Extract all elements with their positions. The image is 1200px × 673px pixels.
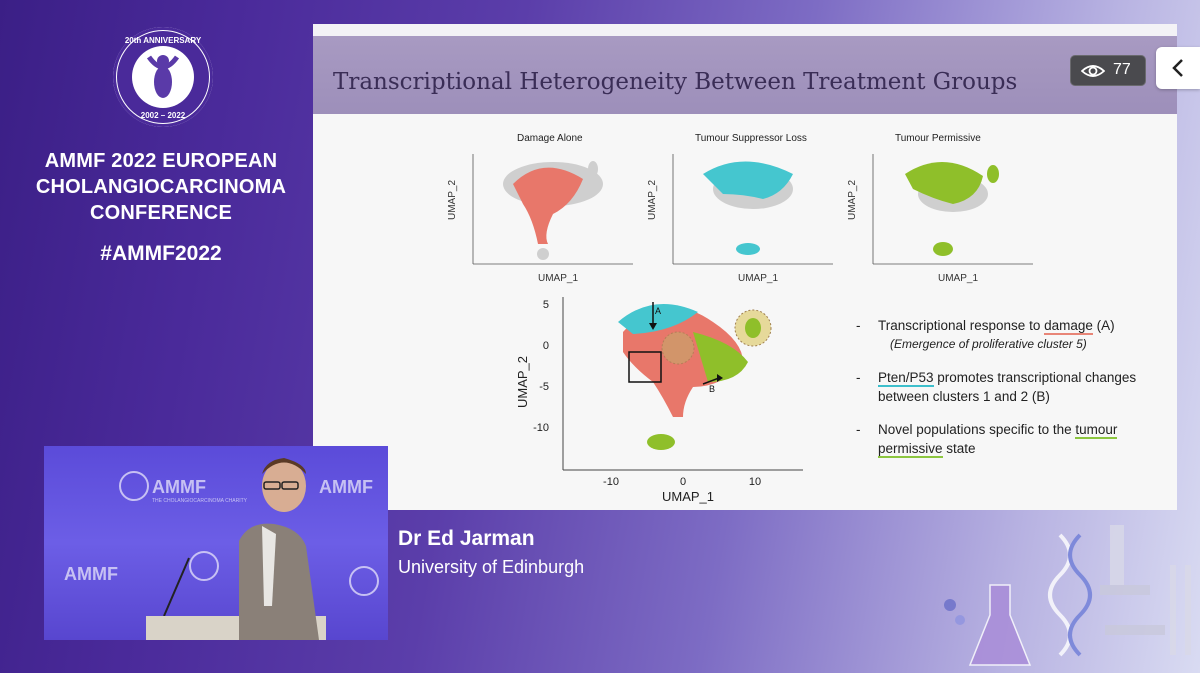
bullet-item: - Transcriptional response to damage (A)…	[856, 316, 1156, 354]
umap-plot-tumour-suppressor-loss: UMAP_2 UMAP_1	[647, 154, 833, 284]
video-logo-text: AMMF	[64, 564, 118, 584]
svg-text:UMAP_1: UMAP_1	[738, 273, 778, 284]
slide-top-band	[313, 24, 1177, 36]
conference-title: AMMF 2022 EUROPEAN CHOLANGIOCARCINOMA CO…	[20, 148, 302, 226]
slide-bullets: - Transcriptional response to damage (A)…	[856, 316, 1156, 472]
conference-title-line: CHOLANGIOCARCINOMA	[35, 176, 287, 198]
y-tick: 5	[543, 299, 549, 311]
video-logo-text: AMMF	[152, 477, 206, 497]
bullet-text: Novel populations specific to the	[878, 422, 1076, 437]
svg-text:UMAP_1: UMAP_1	[538, 273, 578, 284]
panel-title-tumour-permissive: Tumour Permissive	[895, 133, 981, 144]
x-tick: 0	[680, 476, 686, 488]
y-tick: -5	[539, 381, 549, 393]
anniversary-logo-icon: 20th ANNIVERSARY 2002 – 2022	[117, 31, 209, 123]
conference-title-line: AMMF 2022 EUROPEAN	[44, 150, 278, 172]
bullet-text: promotes transcriptional changes between…	[878, 370, 1137, 404]
svg-text:UMAP_2: UMAP_2	[847, 180, 858, 220]
x-tick: 10	[749, 476, 761, 488]
bullet-dash: -	[856, 370, 861, 385]
bullet-subtext: (Emergence of proliferative cluster 5)	[890, 337, 1087, 351]
y-tick: -10	[533, 422, 549, 434]
y-axis-label: UMAP_2	[515, 356, 530, 408]
umap-plot-damage-alone: UMAP_2 UMAP_1	[447, 154, 633, 284]
svg-text:2002 – 2022: 2002 – 2022	[141, 111, 186, 120]
bullet-highlight: Pten/P53	[878, 370, 934, 387]
viewer-count: 77	[1113, 61, 1131, 78]
slide-title: Transcriptional Heterogeneity Between Tr…	[333, 69, 1018, 95]
svg-text:UMAP_2: UMAP_2	[647, 180, 658, 220]
slide-header: Transcriptional Heterogeneity Between Tr…	[313, 36, 1177, 114]
bullet-text: (A)	[1092, 318, 1115, 333]
eye-icon	[1081, 65, 1105, 77]
conference-hashtag: #AMMF2022	[100, 242, 222, 265]
annotation-b: B	[709, 384, 715, 394]
panel-title-damage-alone: Damage Alone	[517, 133, 583, 144]
svg-text:UMAP_1: UMAP_1	[938, 273, 978, 284]
svg-text:UMAP_2: UMAP_2	[447, 180, 458, 220]
speaker-name: Dr Ed Jarman	[398, 527, 535, 550]
speaker-video: AMMF THE CHOLANGIOCARCINOMA CHARITY AMMF…	[44, 446, 388, 640]
annotation-a: A	[655, 306, 661, 316]
bullet-text: Transcriptional response to	[878, 318, 1045, 333]
bullet-text: state	[942, 441, 976, 456]
chevron-left-icon	[1172, 59, 1183, 77]
svg-text:20th ANNIVERSARY: 20th ANNIVERSARY	[125, 36, 202, 45]
bullet-dash: -	[856, 422, 861, 437]
presentation-slide: Transcriptional Heterogeneity Between Tr…	[313, 24, 1177, 510]
x-axis-label: UMAP_1	[662, 489, 714, 504]
conference-title-line: CONFERENCE	[89, 202, 232, 224]
bullet-item: - Novel populations specific to the tumo…	[856, 420, 1156, 458]
umap-plot-combined: A B 5 0 -5 -10 -10 0 10 UMAP_1 UMAP_2	[515, 297, 803, 504]
collapse-panel-button[interactable]	[1156, 47, 1200, 89]
bullet-highlight: damage	[1044, 318, 1093, 335]
speaker-video-frame: AMMF THE CHOLANGIOCARCINOMA CHARITY AMMF…	[64, 458, 379, 640]
anniversary-badge: 20th ANNIVERSARY 2002 – 2022	[113, 27, 213, 127]
video-logo-subtext: THE CHOLANGIOCARCINOMA CHARITY	[152, 498, 248, 504]
speaker-affiliation: University of Edinburgh	[398, 557, 585, 577]
y-tick: 0	[543, 340, 549, 352]
bullet-item: - Pten/P53 promotes transcriptional chan…	[856, 368, 1156, 406]
bullet-highlight: tumour permissive	[878, 422, 1118, 458]
x-tick: -10	[603, 476, 619, 488]
umap-plot-tumour-permissive: UMAP_2 UMAP_1	[847, 154, 1033, 284]
bullet-dash: -	[856, 318, 861, 333]
lab-decoration	[944, 525, 1191, 666]
viewer-count-chip: 77	[1070, 55, 1146, 86]
panel-title-tumour-suppressor-loss: Tumour Suppressor Loss	[695, 133, 807, 144]
conference-panel: 20th ANNIVERSARY 2002 – 2022 AMMF 2022 E…	[0, 0, 312, 673]
video-logo-text: AMMF	[319, 477, 373, 497]
